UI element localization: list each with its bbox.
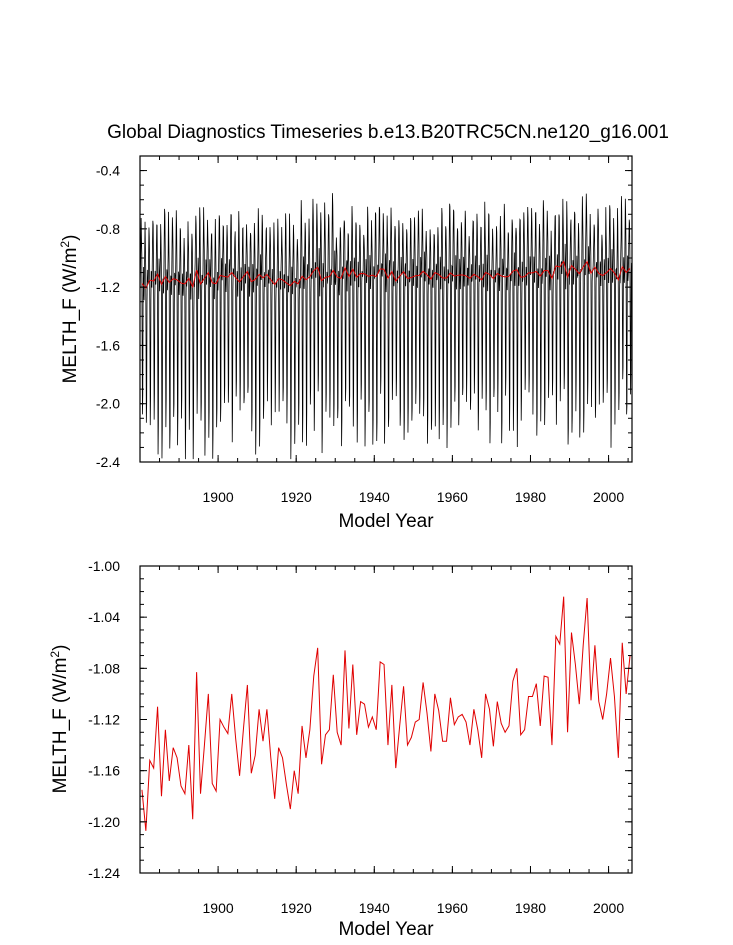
y-tick-label: -2.0 [96, 396, 120, 412]
x-tick-label: 1940 [359, 900, 390, 916]
bottom-y-axis-label-main: MELTH_F (W/m [50, 658, 71, 794]
series-line-monthly [139, 193, 633, 460]
x-tick-label: 1960 [437, 900, 468, 916]
y-tick-label: -1.00 [88, 558, 120, 574]
y-tick-label: -1.08 [88, 660, 120, 676]
bottom-panel: -1.00 -1.04 -1.08 -1.12 -1.16 -1.20 -1.24 1900… [48, 558, 633, 940]
x-tick-label: 1940 [359, 489, 390, 505]
y-tick-label: -1.04 [88, 609, 120, 625]
top-y-axis-label: MELTH_F (W/m2) [58, 235, 81, 384]
top-y-axis-label-sup: 2 [58, 241, 72, 248]
series-line-annual-mean [141, 260, 631, 290]
x-tick-label: 2000 [593, 489, 624, 505]
bottom-y-axis-label-sup: 2 [48, 651, 62, 658]
y-tick-label: -1.24 [88, 865, 120, 881]
y-tick-label: -1.12 [88, 712, 120, 728]
top-y-axis-label-main: MELTH_F (W/m [60, 248, 81, 384]
bottom-series-annual [141, 596, 631, 831]
x-tick-label: 1960 [437, 489, 468, 505]
y-tick-label: -1.16 [88, 763, 120, 779]
top-y-tick-labels: -0.4 -0.8 -1.2 -1.6 -2.0 -2.4 [96, 163, 120, 470]
chart-title: Global Diagnostics Timeseries b.e13.B20T… [107, 122, 669, 143]
top-y-axis-label-close: ) [60, 235, 81, 241]
x-tick-label: 1980 [515, 900, 546, 916]
top-x-axis-label: Model Year [338, 511, 434, 532]
bottom-plot-frame [139, 565, 633, 874]
series-line-annual-mean [141, 596, 631, 831]
y-tick-label: -0.4 [96, 163, 120, 179]
bottom-x-tick-labels: 1900 1920 1940 1960 1980 2000 [203, 900, 625, 916]
bottom-y-tick-labels: -1.00 -1.04 -1.08 -1.12 -1.16 -1.20 -1.24 [88, 558, 120, 881]
x-tick-label: 2000 [593, 900, 624, 916]
x-tick-label: 1980 [515, 489, 546, 505]
x-tick-label: 1900 [203, 489, 234, 505]
top-x-tick-labels: 1900 1920 1940 1960 1980 2000 [203, 489, 625, 505]
bottom-y-axis-label-close: ) [50, 645, 71, 651]
y-tick-label: -1.2 [96, 279, 120, 295]
x-tick-label: 1900 [203, 900, 234, 916]
top-tick-marks [139, 155, 632, 463]
top-series-annual [141, 260, 631, 290]
y-tick-label: -1.6 [96, 337, 120, 353]
y-tick-label: -2.4 [96, 454, 120, 470]
x-tick-label: 1920 [281, 489, 312, 505]
y-tick-label: -1.20 [88, 814, 120, 830]
top-series-monthly [139, 193, 633, 460]
top-panel: -0.4 -0.8 -1.2 -1.6 -2.0 -2.4 1900 1920 1940 196… [58, 155, 633, 532]
bottom-x-axis-label: Model Year [338, 919, 434, 940]
y-tick-label: -0.8 [96, 221, 120, 237]
bottom-tick-marks [139, 565, 632, 874]
top-plot-frame [139, 155, 633, 463]
bottom-y-axis-label: MELTH_F (W/m2) [48, 645, 71, 794]
x-tick-label: 1920 [281, 900, 312, 916]
